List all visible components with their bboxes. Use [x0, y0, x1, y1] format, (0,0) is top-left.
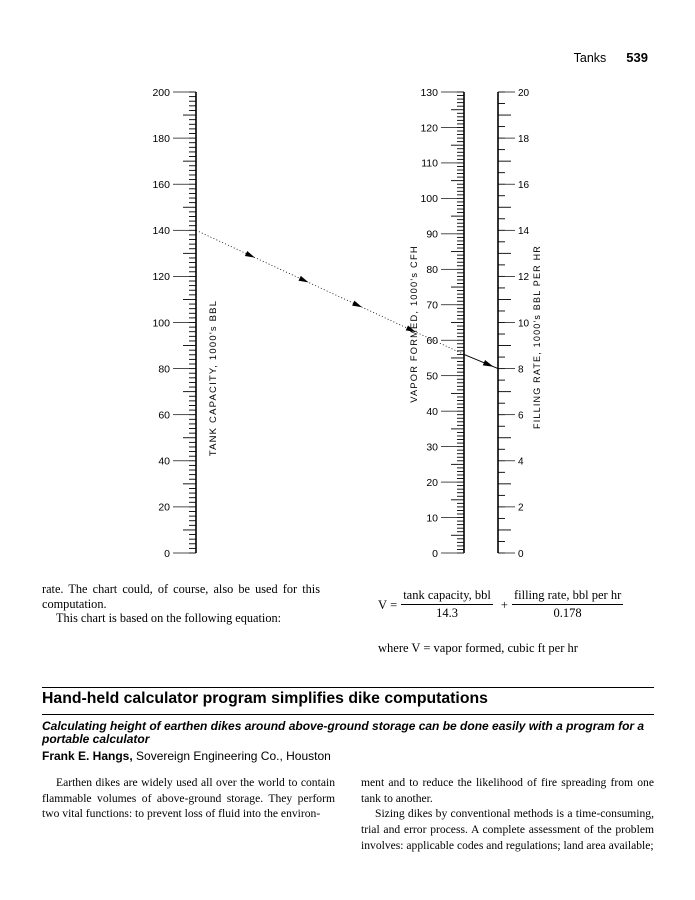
svg-text:30: 30 — [426, 441, 438, 453]
svg-text:10: 10 — [426, 512, 438, 524]
svg-text:2: 2 — [518, 503, 524, 514]
svg-text:VAPOR FORMED, 1000's CFH: VAPOR FORMED, 1000's CFH — [409, 245, 419, 403]
svg-text:60: 60 — [158, 410, 170, 422]
svg-text:40: 40 — [158, 456, 170, 468]
svg-text:16: 16 — [518, 180, 530, 191]
svg-text:200: 200 — [152, 87, 170, 99]
svg-text:4: 4 — [518, 457, 524, 468]
svg-text:140: 140 — [152, 225, 170, 237]
svg-text:8: 8 — [518, 364, 524, 375]
svg-text:18: 18 — [518, 134, 530, 145]
svg-text:80: 80 — [426, 264, 438, 276]
svg-text:20: 20 — [158, 502, 170, 514]
svg-text:40: 40 — [426, 406, 438, 418]
svg-text:20: 20 — [518, 88, 530, 99]
svg-text:100: 100 — [152, 317, 170, 329]
svg-text:80: 80 — [158, 363, 170, 375]
svg-text:180: 180 — [152, 133, 170, 145]
svg-text:10: 10 — [518, 318, 530, 329]
svg-text:0: 0 — [432, 548, 438, 560]
svg-text:70: 70 — [426, 300, 438, 312]
svg-text:90: 90 — [426, 229, 438, 241]
svg-text:6: 6 — [518, 411, 524, 422]
svg-text:110: 110 — [421, 158, 438, 170]
svg-text:120: 120 — [420, 122, 438, 134]
svg-text:12: 12 — [518, 272, 530, 283]
svg-text:0: 0 — [164, 548, 170, 560]
svg-text:0: 0 — [518, 549, 524, 560]
svg-text:TANK CAPACITY, 1000's BBL: TANK CAPACITY, 1000's BBL — [208, 300, 219, 456]
svg-text:100: 100 — [420, 193, 438, 205]
svg-text:160: 160 — [152, 179, 170, 191]
svg-text:130: 130 — [420, 87, 438, 99]
svg-text:20: 20 — [426, 477, 438, 489]
svg-text:14: 14 — [518, 226, 530, 237]
svg-text:FILLING RATE, 1000's BBL PER: FILLING RATE, 1000's BBL PER HR — [532, 245, 542, 429]
svg-text:50: 50 — [426, 370, 438, 382]
svg-text:120: 120 — [152, 271, 170, 283]
svg-text:60: 60 — [426, 335, 438, 347]
